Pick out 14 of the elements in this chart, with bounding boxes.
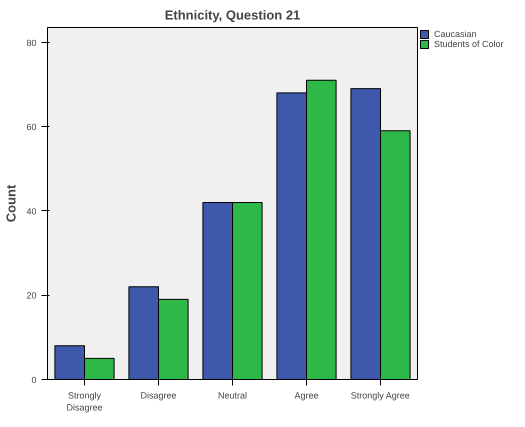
- legend-label: Students of Color: [434, 39, 504, 49]
- y-tick-label: 20: [26, 290, 37, 301]
- y-tick-label: 80: [26, 38, 37, 48]
- y-tick-label: 0: [31, 375, 37, 385]
- x-tick-label: Strongly Disagree: [66, 390, 103, 412]
- y-axis-title: Count: [3, 184, 18, 222]
- y-tick-label: 60: [26, 122, 37, 132]
- x-tick-label: Agree: [294, 390, 319, 400]
- x-tick-label: Disagree: [140, 390, 177, 400]
- y-tick-label: 40: [26, 206, 37, 216]
- chart-title: Ethnicity, Question 21: [164, 8, 300, 22]
- legend-label: Caucasian: [434, 29, 477, 39]
- x-tick-label: Neutral: [218, 390, 248, 400]
- x-tick-label: Strongly Agree: [350, 390, 410, 400]
